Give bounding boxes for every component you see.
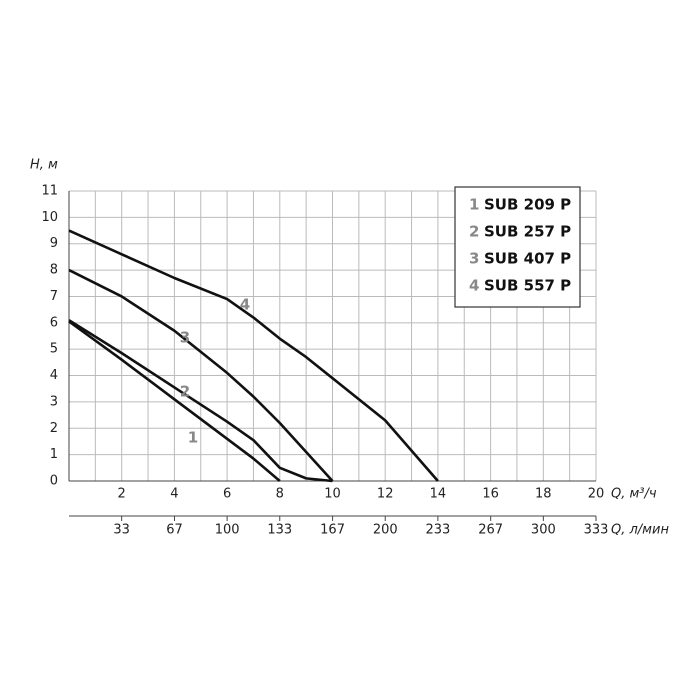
curve [68,319,333,483]
curve [68,268,334,482]
x-tick-label: 8 [276,487,284,502]
curve-label: 3 [180,329,190,347]
legend-number: 3 [469,250,479,268]
x-tick-label: 10 [324,487,341,502]
curve-label: 4 [240,296,250,314]
legend-box [454,186,581,308]
curve-label: 2 [180,383,190,401]
y-tick-label: 4 [50,368,58,383]
x2-tick-label: 200 [373,523,398,538]
x2-tick-label: 300 [531,523,556,538]
x-tick-label: 14 [430,487,447,502]
curve-label: 1 [188,429,198,447]
legend-label: SUB 257 P [484,223,571,241]
y-tick-label: 5 [50,342,58,357]
x-tick-label: 18 [535,487,552,502]
x2-tick-label: 133 [267,523,292,538]
x-tick-label: 6 [223,487,231,502]
x2-axis-label: Q, л/мин [611,523,669,538]
legend-number: 4 [469,277,479,295]
x2-tick-label: 67 [166,523,183,538]
x2-tick-label: 100 [215,523,240,538]
x2-tick-label: 33 [113,523,130,538]
curve [68,229,439,482]
x-axis-label: Q, м³/ч [611,487,657,502]
y-tick-label: 0 [50,474,58,489]
x-tick-label: 12 [377,487,394,502]
legend-label: SUB 209 P [484,196,571,214]
y-tick-label: 8 [50,263,58,278]
x-tick-label: 4 [170,487,178,502]
y-tick-label: 2 [50,421,58,436]
x2-tick-label: 233 [425,523,450,538]
y-tick-label: 6 [50,315,58,330]
legend-number: 2 [469,223,479,241]
x2-tick-label: 333 [584,523,609,538]
y-tick-label: 9 [50,236,58,251]
legend-number: 1 [469,196,479,214]
y-tick-label: 10 [41,210,58,225]
x-tick-label: 20 [588,487,605,502]
x-tick-label: 2 [118,487,126,502]
legend-label: SUB 557 P [484,277,571,295]
curve [68,320,281,482]
legend-label: SUB 407 P [484,250,571,268]
x-tick-label: 16 [482,487,499,502]
x2-tick-label: 267 [478,523,503,538]
x2-tick-label: 167 [320,523,345,538]
y-axis-label: H, м [30,158,58,173]
y-tick-label: 3 [50,394,58,409]
y-tick-label: 7 [50,289,58,304]
y-tick-label: 1 [50,447,58,462]
y-tick-label: 11 [41,184,58,199]
